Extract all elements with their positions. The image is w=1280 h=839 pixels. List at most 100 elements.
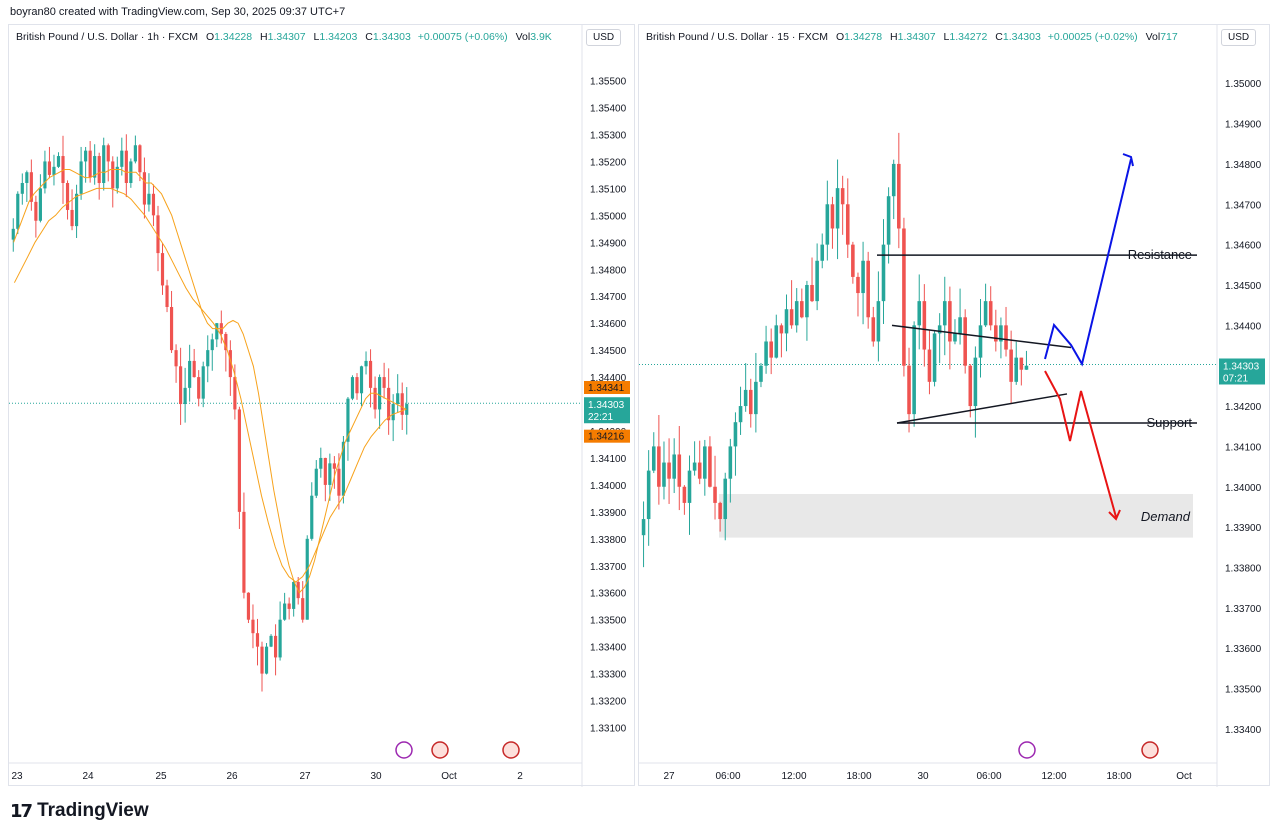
author-line: boyran80 created with TradingView.com, S… xyxy=(10,6,346,18)
y-tick-label: 1.34500 xyxy=(590,346,627,357)
price-label-last-box xyxy=(1219,358,1265,385)
right-change: +0.00025 (+0.02%) xyxy=(1047,31,1138,43)
candle-body xyxy=(11,228,15,240)
left-chart-canvas[interactable]: 1.35500 1.35400 1.35300 1.35200 1.35100 1.350… xyxy=(9,25,636,787)
y-tick-label: 1.34600 xyxy=(590,319,627,330)
candle-body xyxy=(373,387,377,410)
y-tick-label: 1.33500 xyxy=(1225,685,1262,696)
candle-body xyxy=(192,360,196,378)
candle-body xyxy=(922,301,927,350)
right-vol-label: Vol xyxy=(1145,31,1161,43)
left-vol-label: Vol xyxy=(515,31,531,43)
candle-body xyxy=(820,244,825,261)
candle-body xyxy=(866,260,870,318)
candle-body xyxy=(368,360,373,388)
y-tick-label: 1.35400 xyxy=(590,104,627,115)
us-flag-event-icon xyxy=(502,741,520,759)
candle-body xyxy=(672,454,676,479)
y-tick-label: 1.35000 xyxy=(590,211,627,222)
candle-body xyxy=(124,150,128,183)
candle-body xyxy=(255,633,260,647)
moving-average-fast xyxy=(13,169,407,594)
candle-body xyxy=(708,446,712,487)
candle-body xyxy=(115,166,119,189)
candle-body xyxy=(988,301,993,326)
candle-body xyxy=(769,341,773,358)
left-o-value: 1.34228 xyxy=(214,31,253,43)
candle-body xyxy=(20,183,24,194)
candle-body xyxy=(917,301,922,326)
left-legend: British Pound / U.S. Dollar · 1h · FXCM … xyxy=(16,31,552,43)
x-tick-label: 18:00 xyxy=(1106,771,1131,782)
left-currency-button[interactable]: USD xyxy=(586,29,622,46)
candle-body xyxy=(907,365,911,415)
left-c-label: C xyxy=(365,31,373,43)
candle-body xyxy=(738,406,743,423)
candle-body xyxy=(999,325,1003,342)
y-tick-label: 1.35200 xyxy=(590,157,627,168)
candle-body xyxy=(400,393,404,415)
candle-body xyxy=(70,209,74,227)
x-tick-label: 30 xyxy=(370,771,382,782)
candle-body xyxy=(84,150,88,162)
price-label-upper: 1.34341 xyxy=(588,383,625,394)
candle-body xyxy=(713,486,717,503)
candle-body xyxy=(364,360,368,367)
y-tick-label: 1.34900 xyxy=(1225,120,1262,131)
candle-body xyxy=(47,161,52,175)
x-tick-label: Oct xyxy=(1176,771,1192,782)
tradingview-mark-icon: 𝟭𝟳 xyxy=(10,800,33,821)
candle-body xyxy=(718,502,722,520)
y-tick-label: 1.33200 xyxy=(590,697,627,708)
candle-body xyxy=(387,387,391,421)
right-l-value: 1.34272 xyxy=(949,31,988,43)
right-chart-panel[interactable]: 1.35000 1.34900 1.34800 1.34700 1.34600 1.345… xyxy=(638,24,1271,787)
candle-body xyxy=(251,619,255,634)
candle-body xyxy=(165,285,169,307)
candle-body xyxy=(912,325,916,415)
right-currency-button[interactable]: USD xyxy=(1221,29,1257,46)
candle-body xyxy=(723,478,728,520)
x-tick-label: 2 xyxy=(517,771,523,782)
candle-body xyxy=(97,156,101,183)
candle-body xyxy=(246,592,251,620)
candle-body xyxy=(662,462,666,487)
left-l-label: L xyxy=(313,31,320,43)
candle-body xyxy=(269,635,273,647)
candle-body xyxy=(937,325,942,334)
candle-body xyxy=(260,646,264,674)
candle-body xyxy=(851,244,855,277)
candle-body xyxy=(774,325,779,358)
triangle-upper-line xyxy=(891,324,1072,349)
candle-body xyxy=(810,284,814,302)
candle-body xyxy=(794,301,799,326)
y-tick-label: 1.33800 xyxy=(1225,563,1262,574)
y-tick-label: 1.35000 xyxy=(1225,79,1262,90)
x-tick-label: 25 xyxy=(155,771,167,782)
candle-body xyxy=(264,646,269,674)
candle-body xyxy=(891,163,896,197)
tradingview-logo[interactable]: 𝟭𝟳 TradingView xyxy=(10,800,149,822)
y-tick-label: 1.33900 xyxy=(590,508,627,519)
candle-body xyxy=(994,325,998,342)
candle-body xyxy=(151,193,156,216)
right-chart-canvas[interactable]: 1.35000 1.34900 1.34800 1.34700 1.34600 1.345… xyxy=(639,25,1271,787)
candle-body xyxy=(646,470,651,520)
x-tick-label: 12:00 xyxy=(1041,771,1066,782)
bullish-projection-path xyxy=(1044,158,1132,367)
left-l-value: 1.34203 xyxy=(319,31,358,43)
candle-body xyxy=(881,244,886,302)
candle-body xyxy=(789,309,794,326)
candle-body xyxy=(16,193,20,229)
candle-body xyxy=(835,188,840,229)
left-chart-panel[interactable]: 1.35500 1.35400 1.35300 1.35200 1.35100 1.350… xyxy=(8,24,636,787)
y-tick-label: 1.33400 xyxy=(1225,725,1262,736)
candle-body xyxy=(224,333,228,351)
candle-body xyxy=(876,301,881,342)
price-label-upper-box xyxy=(584,380,630,394)
right-c-value: 1.34303 xyxy=(1002,31,1041,43)
candle-body xyxy=(963,317,967,366)
y-tick-label: 1.34200 xyxy=(1225,402,1262,413)
candle-body xyxy=(179,366,183,405)
candle-body xyxy=(840,188,845,205)
